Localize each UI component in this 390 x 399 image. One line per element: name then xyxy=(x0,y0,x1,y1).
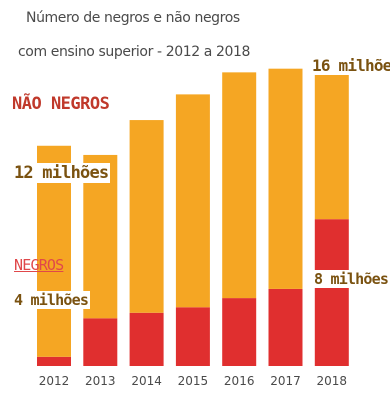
bars-group xyxy=(37,68,349,366)
bar-black-2013 xyxy=(83,318,118,366)
bar-black-2017 xyxy=(268,288,303,366)
label-black: NEGROS xyxy=(14,256,64,274)
bar-non-black-2015 xyxy=(175,94,210,308)
bar-non-black-2016 xyxy=(222,72,257,299)
value-label-right-top: 16 milhões xyxy=(310,56,390,75)
bar-black-2016 xyxy=(222,298,257,366)
x-tick-2018: 2018 xyxy=(317,374,348,388)
bar-black-2012 xyxy=(37,356,71,366)
chart-title-line-1: Número de negros e não negros xyxy=(26,10,240,26)
x-tick-2017: 2017 xyxy=(270,374,301,388)
bar-non-black-2017 xyxy=(268,68,303,289)
bar-non-black-2018 xyxy=(314,68,349,220)
value-label-right-bottom: 8 milhões xyxy=(312,270,390,288)
x-axis-ticks: 2012 2013 2014 2015 2016 2017 2018 xyxy=(39,374,347,388)
x-tick-2012: 2012 xyxy=(39,374,70,388)
x-tick-2015: 2015 xyxy=(178,374,209,388)
x-tick-2016: 2016 xyxy=(224,374,255,388)
label-non-black: NÃO NEGROS xyxy=(12,94,110,114)
bar-black-2018 xyxy=(314,219,349,366)
bar-black-2015 xyxy=(175,307,210,366)
value-label-left-bottom: 4 milhões xyxy=(12,291,91,309)
value-label-left-top: 12 milhões xyxy=(12,163,111,183)
bar-black-2014 xyxy=(129,312,164,366)
x-tick-2013: 2013 xyxy=(85,374,116,388)
chart-title-line-2: com ensino superior - 2012 a 2018 xyxy=(18,44,251,60)
x-tick-2014: 2014 xyxy=(131,374,162,388)
bar-non-black-2014 xyxy=(129,120,164,313)
